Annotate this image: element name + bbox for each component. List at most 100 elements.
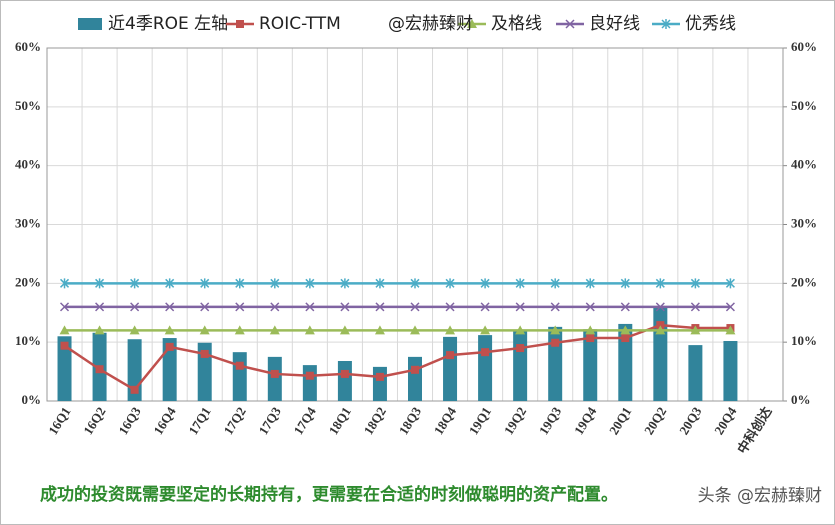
point [375, 302, 385, 312]
legend-marker [467, 19, 477, 28]
legend-note: @宏赫臻财 [388, 14, 473, 34]
point [550, 325, 561, 335]
point [445, 278, 455, 289]
point [60, 341, 69, 350]
legend-marker [565, 19, 575, 29]
point [164, 325, 175, 335]
point [446, 351, 455, 360]
bar [513, 330, 528, 401]
point [656, 321, 665, 330]
point [585, 278, 595, 289]
bar [232, 352, 247, 401]
point [340, 302, 350, 312]
point [411, 365, 419, 374]
point [690, 302, 700, 312]
bar [688, 345, 703, 401]
point [410, 325, 420, 335]
y-tick-label: 60% [15, 39, 41, 54]
y2-tick-label: 20% [791, 274, 817, 289]
point [304, 325, 315, 335]
point [445, 302, 455, 312]
point [516, 344, 525, 353]
point [655, 302, 665, 312]
point [690, 325, 701, 335]
point [129, 325, 140, 335]
point [130, 385, 139, 394]
point [339, 325, 350, 335]
point [621, 334, 630, 343]
legend-label: ROIC-TTM [259, 14, 341, 34]
point [305, 371, 314, 380]
point [410, 302, 420, 312]
point [586, 334, 595, 343]
legend-swatch [78, 18, 102, 30]
point [165, 278, 175, 289]
bar [337, 360, 352, 401]
y2-tick-label: 60% [791, 39, 817, 54]
y2-tick-label: 10% [791, 333, 817, 348]
point [690, 278, 700, 289]
point [515, 278, 525, 289]
y-tick-label: 10% [15, 333, 41, 348]
point [305, 278, 315, 289]
watermark: 头条 @宏赫臻财 [698, 486, 822, 506]
point [270, 302, 280, 312]
point [340, 369, 349, 378]
point [235, 361, 244, 370]
point [130, 302, 140, 312]
y-tick-label: 30% [15, 215, 41, 230]
legend-marker [236, 20, 244, 28]
point [130, 278, 140, 289]
bar [478, 335, 493, 401]
y2-tick-label: 50% [791, 98, 817, 113]
point [95, 278, 105, 289]
point [305, 302, 315, 312]
point [374, 325, 385, 335]
y-tick-label: 40% [15, 157, 41, 172]
point [375, 278, 385, 289]
point [620, 325, 631, 335]
y-tick-label: 50% [15, 98, 41, 113]
legend-label: 近4季ROE 左轴 [108, 14, 228, 34]
point [59, 278, 70, 289]
legend-label: 及格线 [491, 14, 542, 34]
point [515, 325, 526, 335]
bar [408, 356, 422, 401]
legend-label: 优秀线 [685, 14, 736, 34]
y2-tick-label: 0% [791, 392, 811, 407]
point [585, 325, 596, 335]
point [550, 302, 560, 312]
point [515, 302, 525, 312]
bar [723, 340, 738, 401]
point [59, 325, 70, 335]
point [480, 302, 490, 312]
point [551, 338, 560, 347]
point [550, 278, 560, 289]
y-tick-label: 0% [22, 392, 42, 407]
point [94, 325, 105, 335]
line [63, 323, 731, 392]
point [340, 278, 350, 289]
y2-tick-label: 30% [791, 215, 817, 230]
point [445, 325, 456, 335]
point [200, 349, 209, 358]
point [95, 365, 104, 374]
point [725, 325, 736, 335]
point [165, 342, 174, 351]
bar [618, 323, 633, 401]
point [620, 302, 630, 312]
bar [583, 329, 598, 401]
legend-marker [661, 19, 671, 29]
point [270, 278, 280, 289]
point [655, 278, 665, 289]
point [200, 278, 210, 289]
point [725, 278, 735, 289]
bar [372, 366, 387, 401]
bar [57, 336, 72, 401]
point [200, 302, 210, 312]
point [199, 325, 210, 335]
bar [548, 326, 563, 401]
bar [267, 356, 282, 401]
